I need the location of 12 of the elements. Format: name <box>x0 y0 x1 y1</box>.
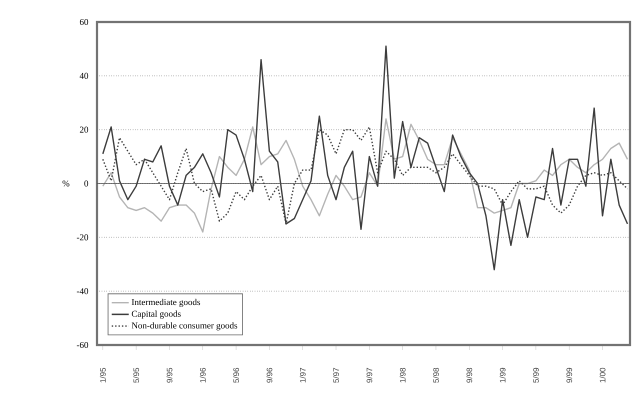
y-tick-label: -20 <box>76 234 88 240</box>
y-tick-label: -60 <box>76 342 88 348</box>
y-tick-label: 40 <box>80 72 88 79</box>
legend-label: Non-durable consumer goods <box>132 322 238 330</box>
y-tick-label: 20 <box>80 126 88 133</box>
legend-label: Intermediate goods <box>132 298 200 307</box>
y-axis-title: % <box>62 180 70 187</box>
y-tick-label: 60 <box>80 18 88 26</box>
line-series <box>102 46 628 270</box>
legend-label: Capital goods <box>132 310 181 319</box>
y-tick-label: 0 <box>84 180 88 187</box>
y-tick-label: -40 <box>76 288 88 294</box>
